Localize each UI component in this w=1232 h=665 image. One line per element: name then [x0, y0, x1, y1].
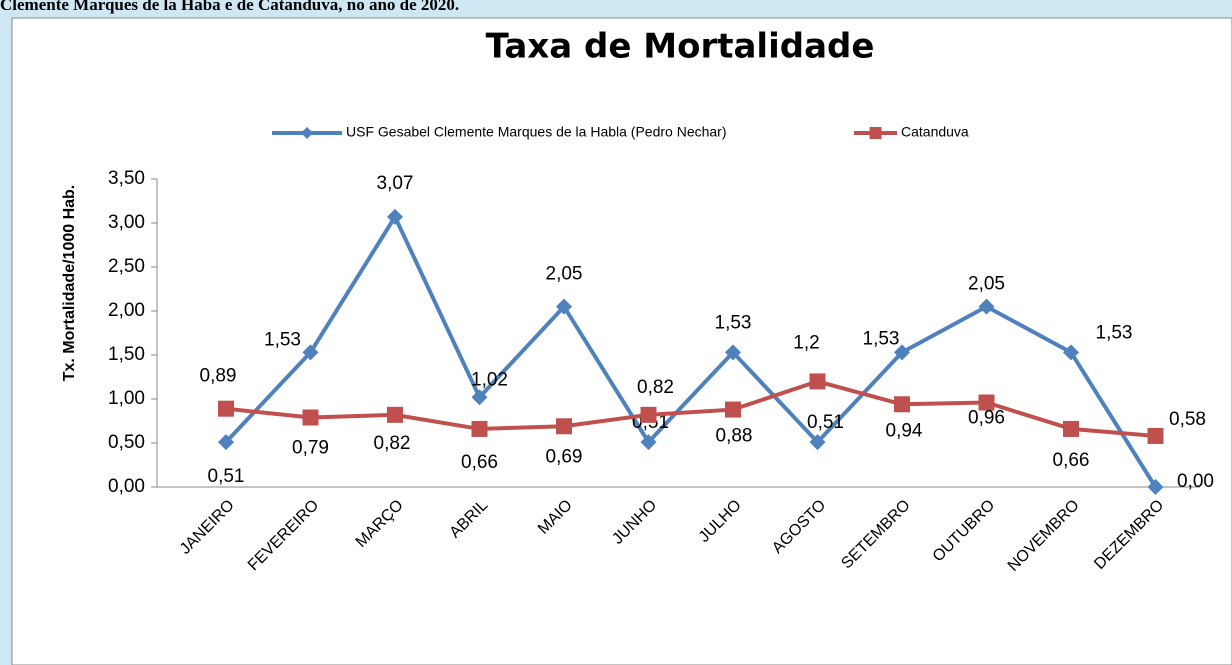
y-axis-label: Tx. Mortalidade/1000 Hab. [61, 185, 78, 382]
marker [387, 406, 403, 423]
data-label: 0,58 [1169, 409, 1206, 430]
marker [809, 373, 826, 390]
marker [725, 401, 741, 418]
data-label: 0,66 [461, 452, 498, 473]
data-label: 1,53 [1096, 322, 1133, 343]
line-series [225, 379, 1156, 438]
marker [302, 344, 319, 361]
y-tick-label: 1,50 [108, 344, 145, 365]
data-label: 0,89 [200, 366, 237, 387]
marker [640, 434, 657, 451]
data-label: 0,82 [374, 433, 411, 454]
marker [1063, 420, 1079, 437]
data-label: 1,2 [793, 332, 819, 353]
data-label: 0,69 [546, 446, 583, 467]
marker [725, 344, 741, 361]
data-label: 1,53 [715, 312, 752, 333]
line-series [224, 212, 1158, 489]
data-label: 0,51 [807, 412, 844, 433]
data-label: 0,79 [292, 437, 329, 458]
marker [809, 434, 826, 451]
data-label: 1,53 [863, 328, 900, 349]
legend-marker [869, 127, 882, 139]
y-tick-label: 1,00 [108, 388, 145, 409]
data-label: 0,66 [1053, 450, 1090, 471]
marker [1063, 344, 1079, 361]
marker [218, 434, 234, 451]
chart-title: Taxa de Mortalidade [486, 27, 875, 67]
data-label: 0,96 [968, 408, 1005, 429]
marker [894, 344, 910, 361]
marker [894, 396, 910, 413]
marker [640, 406, 657, 423]
y-tick-label: 2,50 [108, 256, 145, 277]
marker [387, 208, 403, 225]
legend-label: Catanduva [901, 124, 969, 140]
legend-label: USF Gesabel Clemente Marques de la Habla… [346, 124, 727, 140]
marker [1147, 427, 1164, 444]
marker [978, 298, 995, 315]
y-tick-label: 0,50 [108, 432, 145, 453]
marker [556, 298, 572, 315]
data-label: 3,07 [377, 173, 414, 194]
data-label: 2,05 [968, 274, 1005, 295]
data-label: 1,53 [264, 329, 301, 350]
data-label: 0,82 [637, 377, 674, 398]
caption: Clemente Marques de la Haba e de Catandu… [0, 0, 459, 14]
y-tick-label: 3,50 [108, 168, 145, 189]
data-label: 1,02 [471, 369, 508, 390]
marker [302, 409, 319, 426]
data-label: 0,94 [886, 420, 923, 441]
marker [556, 418, 572, 435]
legend-marker [301, 127, 313, 139]
chart-frame [11, 17, 1232, 665]
marker [471, 389, 488, 406]
y-tick-label: 2,00 [108, 300, 145, 321]
data-label: 0,88 [716, 426, 753, 447]
y-tick-label: 0,00 [108, 476, 145, 497]
data-label: 0,51 [208, 466, 245, 487]
data-label: 0,00 [1177, 471, 1214, 492]
header-band [0, 0, 1232, 18]
marker [218, 400, 234, 417]
y-tick-label: 3,00 [108, 212, 145, 233]
marker [978, 394, 995, 411]
marker [471, 420, 488, 437]
data-label: 2,05 [546, 264, 583, 285]
marker [1147, 479, 1164, 495]
